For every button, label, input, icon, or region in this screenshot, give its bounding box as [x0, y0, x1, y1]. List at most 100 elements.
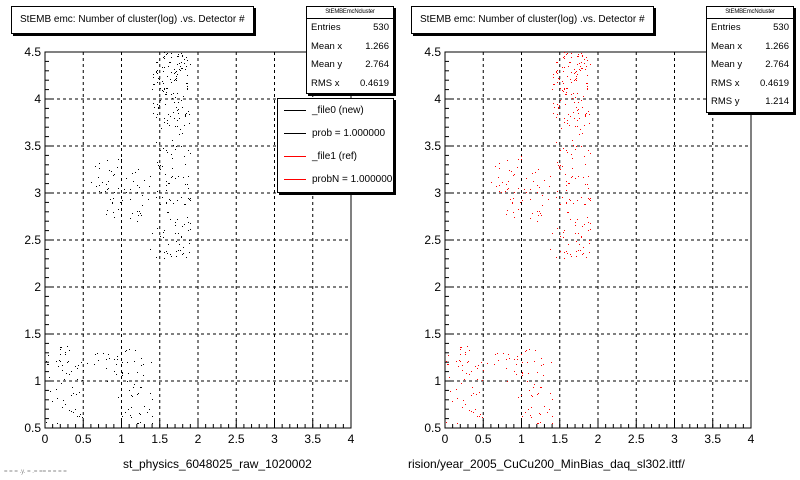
- left-data-point: [150, 176, 151, 177]
- left-y-tick-label: 0.5: [24, 421, 41, 435]
- left-data-point: [173, 93, 174, 94]
- left-data-point: [56, 389, 57, 390]
- right-data-point: [465, 352, 466, 353]
- right-data-point: [471, 395, 472, 396]
- left-data-point: [182, 254, 183, 255]
- right-data-point: [556, 117, 557, 118]
- left-data-point: [156, 142, 157, 143]
- right-data-point: [574, 118, 575, 119]
- left-data-point: [159, 168, 160, 169]
- left-data-point: [157, 228, 158, 229]
- right-data-point: [498, 360, 499, 361]
- left-data-point: [177, 64, 178, 65]
- left-data-point: [185, 69, 186, 70]
- left-data-point: [50, 391, 51, 392]
- left-data-point: [182, 68, 183, 69]
- right-data-point: [560, 251, 561, 252]
- right-scatter-plot: 0 0.5 1 1.5 2 2.5 3 3.5 40.511.522.533.544.5: [424, 45, 754, 446]
- right-data-point: [564, 52, 565, 53]
- right-data-point: [557, 104, 558, 105]
- left-data-point: [178, 102, 179, 103]
- left-x-tick-label: 2: [195, 432, 202, 446]
- left-data-point: [164, 58, 165, 59]
- left-data-point: [187, 86, 188, 87]
- left-data-point: [168, 244, 169, 245]
- right-data-point: [549, 186, 550, 187]
- left-data-point: [132, 173, 133, 174]
- left-data-point: [71, 371, 72, 372]
- right-data-point: [483, 370, 484, 371]
- left-data-point: [187, 88, 188, 89]
- right-data-point: [529, 390, 530, 391]
- left-data-point: [185, 184, 186, 185]
- right-data-point: [567, 76, 568, 77]
- left-data-point: [172, 98, 173, 99]
- right-data-point: [482, 417, 483, 418]
- left-data-point: [127, 362, 128, 363]
- left-data-point: [87, 363, 88, 364]
- left-data-point: [157, 114, 158, 115]
- left-data-point: [117, 167, 118, 168]
- left-data-point: [177, 110, 178, 111]
- left-data-point: [162, 90, 163, 91]
- right-data-point: [580, 250, 581, 251]
- left-data-point: [160, 251, 161, 252]
- left-y-tick-label: 1: [34, 374, 41, 388]
- right-data-point: [571, 256, 572, 257]
- right-data-point: [506, 214, 507, 215]
- right-data-point: [582, 226, 583, 227]
- left-data-point: [134, 361, 135, 362]
- right-data-point: [584, 63, 585, 64]
- left-data-point: [62, 407, 63, 408]
- right-data-point: [505, 191, 506, 192]
- right-data-point: [499, 163, 500, 164]
- left-data-point: [184, 125, 185, 126]
- right-data-point: [462, 370, 463, 371]
- right-data-point: [583, 247, 584, 248]
- left-data-point: [167, 88, 168, 89]
- left-data-point: [99, 168, 100, 169]
- right-data-point: [525, 412, 526, 413]
- left-data-point: [174, 118, 175, 119]
- left-data-point: [184, 224, 185, 225]
- right-data-point: [513, 175, 514, 176]
- left-data-point: [187, 184, 188, 185]
- left-data-point: [107, 160, 108, 161]
- right-data-point: [559, 79, 560, 80]
- left-data-point: [165, 174, 166, 175]
- left-data-point: [60, 349, 61, 350]
- left-data-point: [141, 387, 142, 388]
- left-x-tick-label: 1: [118, 432, 125, 446]
- left-data-point: [124, 189, 125, 190]
- right-data-point: [577, 56, 578, 57]
- right-data-point: [535, 172, 536, 173]
- left-data-point: [164, 88, 165, 89]
- left-stats-header: StEMBEmcNcluster: [307, 7, 393, 19]
- right-data-point: [457, 398, 458, 399]
- right-data-point: [462, 407, 463, 408]
- left-data-point: [96, 186, 97, 187]
- left-data-point: [79, 416, 80, 417]
- left-data-point: [48, 355, 49, 356]
- left-data-point: [166, 185, 167, 186]
- right-data-point: [586, 83, 587, 84]
- right-data-point: [584, 156, 585, 157]
- right-data-point: [577, 219, 578, 220]
- right-data-point: [532, 396, 533, 397]
- right-data-point: [579, 134, 580, 135]
- left-data-point: [118, 397, 119, 398]
- right-data-point: [575, 72, 576, 73]
- right-data-point: [557, 114, 558, 115]
- right-data-point: [569, 62, 570, 63]
- right-data-point: [521, 354, 522, 355]
- right-data-point: [575, 79, 576, 80]
- left-data-point: [69, 374, 70, 375]
- left-data-point: [183, 96, 184, 97]
- left-data-point: [173, 145, 174, 146]
- right-x-tick-label: 0.5: [475, 432, 492, 446]
- left-data-point: [181, 53, 182, 54]
- left-data-point: [122, 375, 123, 376]
- left-data-point: [161, 128, 162, 129]
- left-data-point: [64, 379, 65, 380]
- right-data-point: [568, 244, 569, 245]
